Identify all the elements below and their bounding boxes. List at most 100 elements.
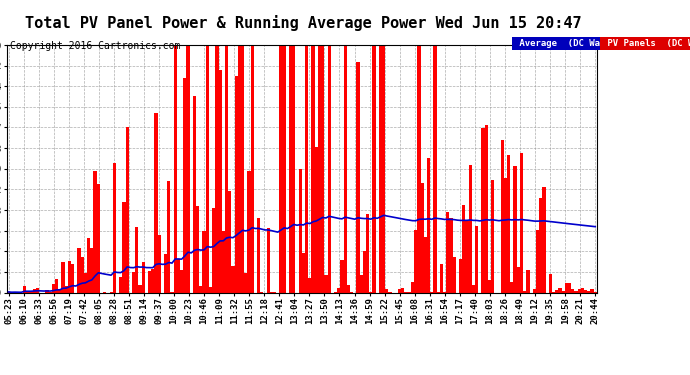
Bar [119, 277, 122, 292]
Bar [151, 269, 155, 292]
Bar [511, 282, 513, 292]
Bar [398, 289, 402, 292]
Bar [427, 158, 430, 292]
Bar [167, 181, 170, 292]
Bar [289, 45, 293, 292]
Bar [488, 280, 491, 292]
Bar [446, 211, 449, 292]
Bar [235, 76, 238, 292]
Bar [402, 288, 404, 292]
Bar [513, 166, 517, 292]
Bar [36, 288, 39, 292]
Bar [193, 96, 196, 292]
Text: Total PV Panel Power & Running Average Power Wed Jun 15 20:47: Total PV Panel Power & Running Average P… [26, 15, 582, 31]
Bar [571, 289, 574, 292]
Bar [574, 291, 578, 292]
Bar [90, 248, 93, 292]
Bar [305, 45, 308, 292]
Bar [186, 45, 190, 292]
Bar [318, 45, 321, 292]
Bar [302, 253, 305, 292]
Bar [469, 165, 472, 292]
Bar [215, 45, 219, 292]
Bar [321, 45, 324, 292]
Bar [324, 275, 328, 292]
Bar [199, 286, 202, 292]
Bar [61, 262, 65, 292]
Bar [555, 290, 558, 292]
Bar [465, 221, 469, 292]
Bar [228, 191, 231, 292]
Bar [241, 45, 244, 292]
Bar [382, 45, 385, 292]
Bar [65, 286, 68, 292]
Bar [584, 290, 587, 292]
Bar [482, 128, 484, 292]
Bar [542, 187, 546, 292]
Bar [337, 288, 340, 292]
Bar [356, 62, 359, 292]
Bar [363, 252, 366, 292]
Bar [562, 291, 565, 292]
Bar [71, 264, 75, 292]
Bar [174, 45, 177, 292]
Bar [112, 164, 116, 292]
Bar [366, 214, 369, 292]
Bar [311, 45, 315, 292]
Bar [279, 45, 283, 292]
Bar [202, 231, 206, 292]
Bar [523, 291, 526, 292]
Bar [135, 227, 139, 292]
Bar [87, 238, 90, 292]
Bar [453, 257, 456, 292]
Bar [30, 291, 32, 292]
Text: Average  (DC Watts): Average (DC Watts) [514, 39, 627, 48]
Bar [475, 226, 478, 292]
Bar [141, 262, 145, 292]
Text: PV Panels  (DC Watts): PV Panels (DC Watts) [602, 39, 690, 48]
Bar [581, 288, 584, 292]
Bar [225, 45, 228, 292]
Bar [283, 45, 286, 292]
Bar [308, 279, 311, 292]
Bar [449, 218, 453, 292]
Bar [244, 273, 248, 292]
Bar [206, 45, 209, 292]
Bar [139, 285, 141, 292]
Bar [440, 264, 443, 292]
Bar [414, 230, 417, 292]
Bar [591, 289, 593, 292]
Bar [462, 206, 465, 292]
Bar [77, 248, 81, 292]
Bar [417, 45, 420, 292]
Bar [196, 206, 199, 292]
Bar [491, 180, 494, 292]
Bar [533, 289, 536, 292]
Bar [209, 287, 212, 292]
Bar [238, 45, 241, 292]
Bar [411, 282, 414, 292]
Bar [420, 183, 424, 292]
Bar [97, 184, 100, 292]
Bar [46, 290, 48, 292]
Bar [221, 231, 225, 292]
Bar [132, 272, 135, 292]
Bar [373, 45, 375, 292]
Bar [157, 234, 161, 292]
Bar [84, 273, 87, 292]
Bar [520, 153, 523, 292]
Bar [484, 125, 488, 292]
Bar [536, 230, 539, 292]
Bar [219, 70, 221, 292]
Bar [293, 45, 295, 292]
Bar [52, 284, 55, 292]
Bar [558, 288, 562, 292]
Bar [379, 45, 382, 292]
Bar [266, 228, 270, 292]
Bar [539, 198, 542, 292]
Bar [26, 291, 30, 292]
Bar [340, 260, 344, 292]
Bar [212, 208, 215, 292]
Bar [424, 237, 427, 292]
Bar [359, 275, 363, 292]
